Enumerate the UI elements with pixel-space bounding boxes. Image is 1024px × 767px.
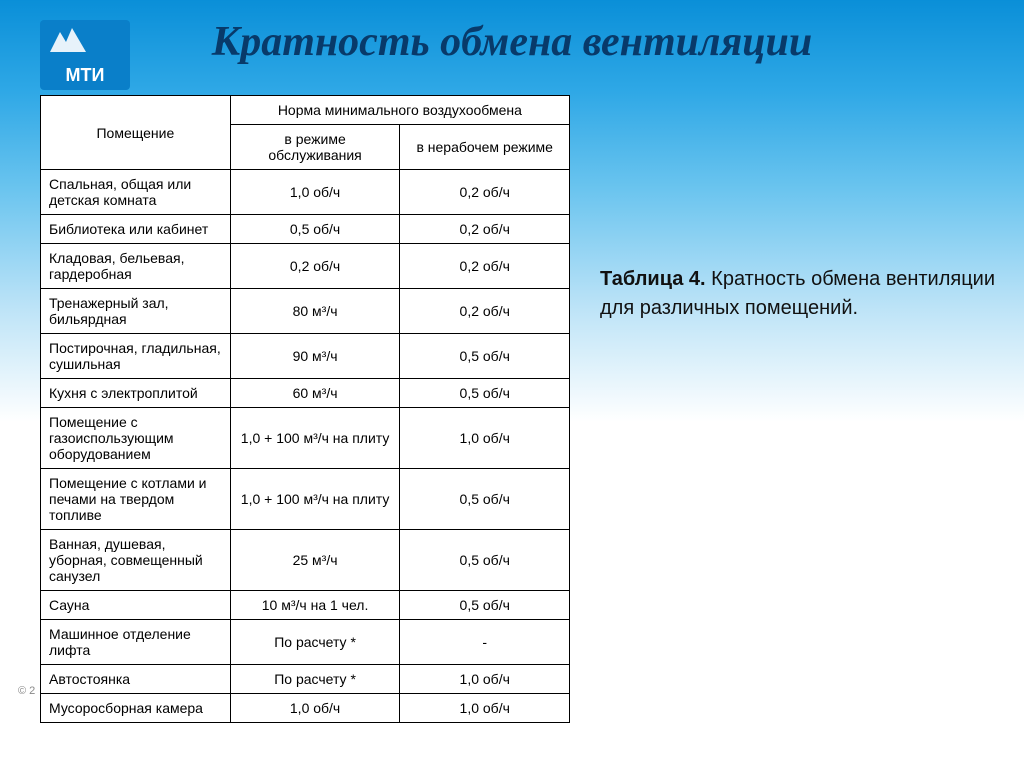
cell-idle: 1,0 об/ч <box>400 665 570 694</box>
slide: МТИ Кратность обмена вентиляции Помещени… <box>0 0 1024 767</box>
cell-idle: 0,2 об/ч <box>400 170 570 215</box>
cell-room: Помещение с газоиспользующим оборудовани… <box>41 408 231 469</box>
header-room: Помещение <box>41 96 231 170</box>
cell-room: Спальная, общая или детская комната <box>41 170 231 215</box>
table-row: Кухня с электроплитой60 м³/ч0,5 об/ч <box>41 379 570 408</box>
table-container: Помещение Норма минимального воздухообме… <box>40 95 570 757</box>
table-row: Библиотека или кабинет0,5 об/ч0,2 об/ч <box>41 215 570 244</box>
header-mode-idle: в нерабочем режиме <box>400 125 570 170</box>
cell-service: По расчету * <box>230 620 400 665</box>
cell-service: 10 м³/ч на 1 чел. <box>230 591 400 620</box>
slide-title: Кратность обмена вентиляции <box>0 0 1024 66</box>
cell-idle: - <box>400 620 570 665</box>
cell-service: 1,0 + 100 м³/ч на плиту <box>230 469 400 530</box>
cell-idle: 0,2 об/ч <box>400 215 570 244</box>
cell-idle: 0,5 об/ч <box>400 334 570 379</box>
cell-service: 60 м³/ч <box>230 379 400 408</box>
cell-service: 0,5 об/ч <box>230 215 400 244</box>
cell-room: Автостоянка <box>41 665 231 694</box>
cell-idle: 0,5 об/ч <box>400 591 570 620</box>
header-norm: Норма минимального воздухообмена <box>230 96 569 125</box>
table-row: Тренажерный зал, бильярдная80 м³/ч0,2 об… <box>41 289 570 334</box>
cell-idle: 1,0 об/ч <box>400 694 570 723</box>
cell-service: 1,0 об/ч <box>230 694 400 723</box>
caption-bold: Таблица 4. <box>600 268 706 290</box>
copyright: © 2 <box>18 685 35 697</box>
cell-room: Кладовая, бельевая, гардеробная <box>41 244 231 289</box>
cell-service: 25 м³/ч <box>230 530 400 591</box>
ventilation-table: Помещение Норма минимального воздухообме… <box>40 95 570 723</box>
content-area: Помещение Норма минимального воздухообме… <box>40 95 1004 757</box>
cell-idle: 1,0 об/ч <box>400 408 570 469</box>
table-row: Сауна10 м³/ч на 1 чел.0,5 об/ч <box>41 591 570 620</box>
table-row: Постирочная, гладильная, сушильная90 м³/… <box>41 334 570 379</box>
cell-service: 90 м³/ч <box>230 334 400 379</box>
mountain-icon <box>48 24 88 54</box>
cell-room: Помещение с котлами и печами на твердом … <box>41 469 231 530</box>
table-row: Помещение с газоиспользующим оборудовани… <box>41 408 570 469</box>
cell-idle: 0,5 об/ч <box>400 379 570 408</box>
cell-room: Мусоросборная камера <box>41 694 231 723</box>
table-caption: Таблица 4. Кратность обмена вентиляции д… <box>600 95 1004 757</box>
table-row: Машинное отделение лифтаПо расчету *- <box>41 620 570 665</box>
table-row: Спальная, общая или детская комната1,0 о… <box>41 170 570 215</box>
cell-service: По расчету * <box>230 665 400 694</box>
cell-service: 0,2 об/ч <box>230 244 400 289</box>
cell-idle: 0,2 об/ч <box>400 289 570 334</box>
logo-text: МТИ <box>66 65 105 86</box>
table-row: Кладовая, бельевая, гардеробная0,2 об/ч0… <box>41 244 570 289</box>
cell-idle: 0,2 об/ч <box>400 244 570 289</box>
cell-room: Тренажерный зал, бильярдная <box>41 289 231 334</box>
table-row: Мусоросборная камера1,0 об/ч1,0 об/ч <box>41 694 570 723</box>
cell-service: 80 м³/ч <box>230 289 400 334</box>
cell-room: Сауна <box>41 591 231 620</box>
table-row: Помещение с котлами и печами на твердом … <box>41 469 570 530</box>
cell-room: Машинное отделение лифта <box>41 620 231 665</box>
cell-service: 1,0 об/ч <box>230 170 400 215</box>
header-mode-service: в режиме обслуживания <box>230 125 400 170</box>
cell-service: 1,0 + 100 м³/ч на плиту <box>230 408 400 469</box>
table-row: АвтостоянкаПо расчету *1,0 об/ч <box>41 665 570 694</box>
cell-idle: 0,5 об/ч <box>400 469 570 530</box>
cell-room: Ванная, душевая, уборная, совмещенный са… <box>41 530 231 591</box>
table-row: Ванная, душевая, уборная, совмещенный са… <box>41 530 570 591</box>
cell-room: Постирочная, гладильная, сушильная <box>41 334 231 379</box>
cell-room: Библиотека или кабинет <box>41 215 231 244</box>
cell-idle: 0,5 об/ч <box>400 530 570 591</box>
cell-room: Кухня с электроплитой <box>41 379 231 408</box>
logo: МТИ <box>40 20 130 90</box>
